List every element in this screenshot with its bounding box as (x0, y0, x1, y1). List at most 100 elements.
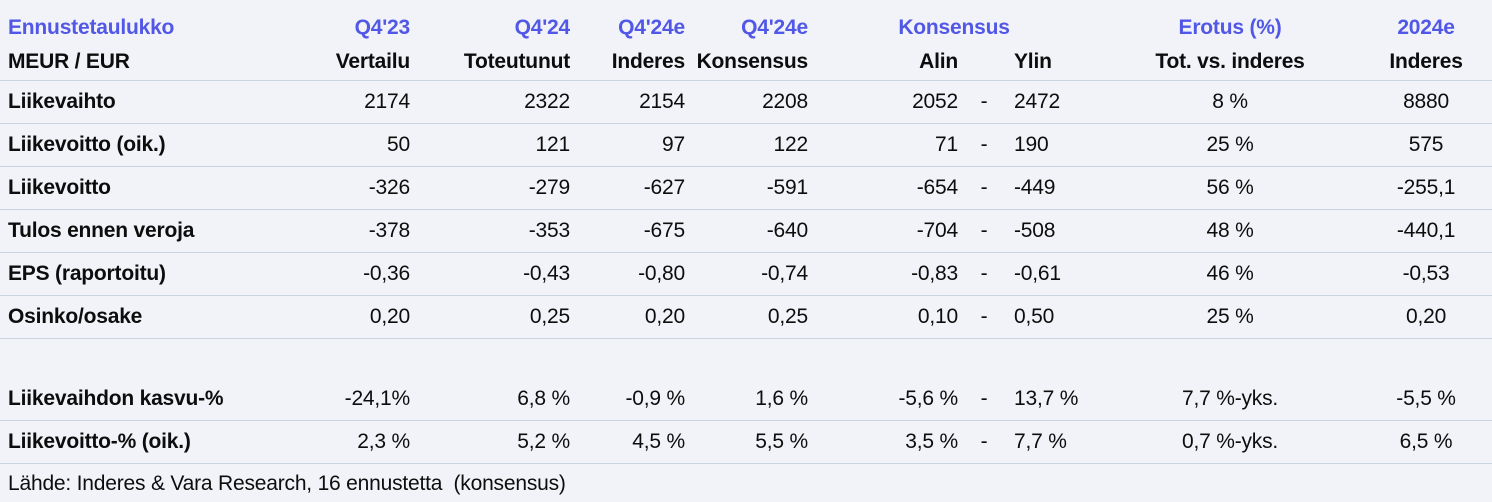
cell-inderes: 2154 (570, 80, 685, 124)
cell-ylin: 2472 (1010, 80, 1101, 124)
cell-vertailu: 50 (300, 123, 410, 167)
cell-konsensus: 5,5 % (685, 420, 808, 464)
range-dash: - (958, 378, 1010, 421)
row-label: Osinko/osake (0, 295, 300, 339)
subheader-tot-vs-inderes: Tot. vs. inderes (1100, 44, 1361, 81)
subheader-vertailu: Vertailu (300, 44, 410, 81)
range-dash: - (958, 123, 1010, 167)
cell-2024e: -255,1 (1360, 166, 1492, 210)
cell-inderes: 4,5 % (570, 420, 685, 464)
cell-konsensus: 2208 (685, 80, 808, 124)
cell-alin: 0,10 (808, 295, 958, 339)
subheader-range-gap (958, 44, 1010, 81)
cell-toteutunut: 2322 (410, 80, 570, 124)
row-label: Tulos ennen veroja (0, 209, 300, 253)
cell-2024e: -440,1 (1360, 209, 1492, 253)
table-body: Liikevaihto 2174 2322 2154 2208 2052 - 2… (0, 80, 1492, 464)
table-row: Tulos ennen veroja -378 -353 -675 -640 -… (0, 209, 1492, 253)
cell-vertailu: -0,36 (300, 252, 410, 296)
cell-toteutunut: 5,2 % (410, 420, 570, 464)
row-label: EPS (raportoitu) (0, 252, 300, 296)
cell-alin: 3,5 % (808, 420, 958, 464)
cell-konsensus: -0,74 (685, 252, 808, 296)
cell-2024e: 575 (1360, 123, 1492, 167)
subheader-toteutunut: Toteutunut (410, 44, 570, 81)
cell-konsensus: -640 (685, 209, 808, 253)
cell-toteutunut: -353 (410, 209, 570, 253)
range-dash: - (958, 166, 1010, 210)
subheader-inderes-2024e: Inderes (1360, 44, 1492, 81)
cell-alin: -0,83 (808, 252, 958, 296)
cell-ylin: -449 (1010, 166, 1101, 210)
col-header-erotus: Erotus (%) (1178, 16, 1282, 39)
cell-erotus: 48 % (1100, 209, 1361, 253)
cell-alin: -654 (808, 166, 958, 210)
col-header-2024e: 2024e (1397, 16, 1455, 39)
cell-inderes: 97 (570, 123, 685, 167)
cell-erotus: 8 % (1100, 80, 1361, 124)
cell-ylin: 190 (1010, 123, 1101, 167)
footer-row: Lähde: Inderes & Vara Research, 16 ennus… (0, 464, 1492, 502)
cell-toteutunut: -0,43 (410, 252, 570, 296)
subheader-konsensus: Konsensus (685, 44, 808, 81)
source-note: Lähde: Inderes & Vara Research, 16 ennus… (8, 471, 566, 495)
cell-inderes: -0,80 (570, 252, 685, 296)
cell-toteutunut: 121 (410, 123, 570, 167)
cell-inderes: -0,9 % (570, 378, 685, 421)
cell-vertailu: -378 (300, 209, 410, 253)
cell-toteutunut: 0,25 (410, 295, 570, 339)
row-label: Liikevoitto (oik.) (0, 123, 300, 167)
cell-vertailu: -326 (300, 166, 410, 210)
range-dash: - (958, 209, 1010, 253)
row-label: Liikevoitto-% (oik.) (0, 420, 300, 464)
subheader-ylin: Ylin (1010, 44, 1101, 81)
cell-alin: 2052 (808, 80, 958, 124)
table-row: Liikevoitto (oik.) 50 121 97 122 71 - 19… (0, 123, 1492, 167)
row-label: Liikevoitto (0, 166, 300, 210)
table-row: Liikevaihto 2174 2322 2154 2208 2052 - 2… (0, 80, 1492, 124)
table-row: EPS (raportoitu) -0,36 -0,43 -0,80 -0,74… (0, 252, 1492, 296)
range-dash: - (958, 420, 1010, 464)
cell-ylin: -508 (1010, 209, 1101, 253)
range-dash: - (958, 295, 1010, 339)
cell-vertailu: 2,3 % (300, 420, 410, 464)
col-header-q424e-2: Q4'24e (741, 16, 808, 39)
cell-konsensus: 122 (685, 123, 808, 167)
table-row: Liikevoitto -326 -279 -627 -591 -654 - -… (0, 166, 1492, 210)
subheader-inderes: Inderes (570, 44, 685, 81)
cell-toteutunut: -279 (410, 166, 570, 210)
cell-konsensus: -591 (685, 166, 808, 210)
cell-erotus: 25 % (1100, 123, 1361, 167)
range-dash: - (958, 252, 1010, 296)
table-row: Liikevaihdon kasvu-% -24,1% 6,8 % -0,9 %… (0, 378, 1492, 421)
row-label: Liikevaihto (0, 80, 300, 124)
range-dash: - (958, 80, 1010, 124)
cell-erotus: 7,7 %-yks. (1100, 378, 1361, 421)
cell-2024e: 8880 (1360, 80, 1492, 124)
header-row-sources: MEUR / EUR Vertailu Toteutunut Inderes K… (0, 44, 1492, 81)
cell-2024e: 0,20 (1360, 295, 1492, 339)
cell-inderes: 0,20 (570, 295, 685, 339)
cell-vertailu: -24,1% (300, 378, 410, 421)
table-row: Osinko/osake 0,20 0,25 0,20 0,25 0,10 - … (0, 295, 1492, 339)
cell-inderes: -675 (570, 209, 685, 253)
col-header-q424e-1: Q4'24e (618, 16, 685, 39)
spacer-row (0, 339, 1492, 379)
col-header-q424: Q4'24 (514, 16, 570, 39)
cell-ylin: 7,7 % (1010, 420, 1101, 464)
cell-erotus: 0,7 %-yks. (1100, 420, 1361, 464)
cell-alin: -5,6 % (808, 378, 958, 421)
row-label: Liikevaihdon kasvu-% (0, 378, 300, 421)
cell-vertailu: 2174 (300, 80, 410, 124)
subheader-alin: Alin (808, 44, 958, 81)
cell-ylin: -0,61 (1010, 252, 1101, 296)
cell-alin: 71 (808, 123, 958, 167)
cell-2024e: -0,53 (1360, 252, 1492, 296)
cell-konsensus: 0,25 (685, 295, 808, 339)
table-row: Liikevoitto-% (oik.) 2,3 % 5,2 % 4,5 % 5… (0, 420, 1492, 464)
header-row-periods: Ennustetaulukko Q4'23 Q4'24 Q4'24e Q4'24… (0, 0, 1492, 44)
cell-erotus: 56 % (1100, 166, 1361, 210)
table-title: Ennustetaulukko (8, 16, 175, 39)
